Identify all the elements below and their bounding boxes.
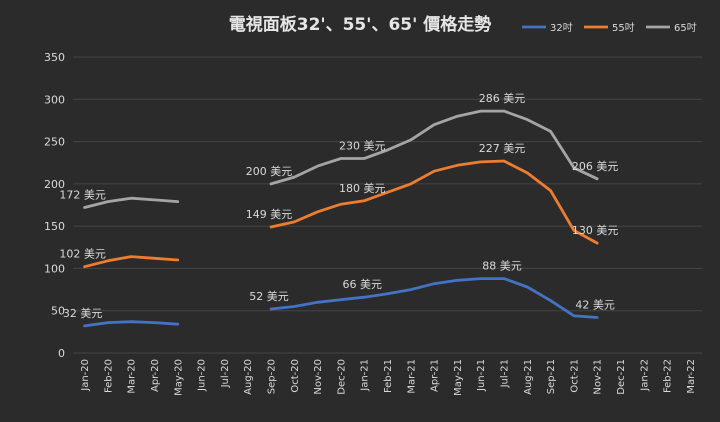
x-tick-label: May-21 (453, 359, 464, 396)
legend-label: 55吋 (612, 22, 635, 34)
y-tick-label: 0 (58, 347, 65, 360)
x-tick-label: Feb-20 (103, 359, 114, 393)
legend-label: 32吋 (550, 22, 573, 34)
x-tick-label: Jul-21 (499, 359, 510, 388)
y-tick-label: 300 (44, 93, 65, 106)
y-tick-label: 350 (44, 51, 65, 64)
x-tick-label: Oct-20 (290, 359, 301, 393)
x-tick-label: Oct-21 (569, 359, 580, 393)
x-tick-label: Dec-20 (336, 359, 347, 395)
x-tick-label: Apr-20 (150, 359, 161, 392)
x-tick-label: Jun-21 (476, 359, 487, 392)
x-tick-label: Sep-20 (267, 359, 278, 394)
legend: 32吋 55吋 65吋 (522, 22, 697, 34)
y-tick-label: 50 (51, 305, 65, 318)
data-label: 52 美元 (249, 290, 289, 303)
x-tick-label: Mar-20 (127, 359, 138, 394)
x-tick-label: May-20 (173, 359, 184, 396)
data-label: 102 美元 (59, 248, 106, 261)
y-tick-label: 200 (44, 178, 65, 191)
data-label: 286 美元 (479, 92, 526, 105)
series-lines (83, 109, 599, 328)
series-line-1 (83, 255, 180, 269)
x-tick-label: Nov-21 (593, 359, 604, 395)
x-tick-label: Jun-20 (197, 359, 208, 392)
y-tick-label: 250 (44, 136, 65, 149)
data-label: 180 美元 (339, 182, 386, 195)
series-line-0 (83, 320, 180, 328)
data-label: 172 美元 (59, 189, 106, 202)
data-label: 130 美元 (572, 224, 619, 237)
x-tick-label: Apr-21 (430, 359, 441, 392)
x-tick-label: Jan-21 (360, 359, 371, 392)
data-label: 42 美元 (575, 298, 615, 311)
y-tick-label: 100 (44, 262, 65, 275)
data-label: 66 美元 (342, 278, 382, 291)
series-line-2 (269, 109, 599, 186)
series-line-2 (83, 196, 180, 209)
series-line-1 (269, 159, 599, 245)
x-tick-label: Feb-21 (383, 359, 394, 393)
x-tick-label: Feb-22 (663, 359, 674, 393)
x-tick-label: Mar-22 (686, 359, 697, 394)
data-label: 206 美元 (572, 160, 619, 173)
data-label: 227 美元 (479, 142, 526, 155)
x-tick-label: Aug-20 (243, 359, 254, 395)
series-line-0 (269, 277, 599, 319)
x-tick-label: Jul-20 (220, 359, 231, 388)
y-axis: 0 50 100 150 200 250 300 350 (44, 51, 65, 360)
chart-title: 電視面板32'、55'、65' 價格走勢 (229, 14, 492, 35)
data-label: 32 美元 (63, 307, 103, 320)
x-axis: Jan-20 Feb-20 Mar-20 Apr-20 May-20 Jun-20 Jul-… (80, 359, 697, 396)
data-label: 149 美元 (246, 208, 293, 221)
data-label: 88 美元 (482, 260, 522, 273)
y-tick-label: 150 (44, 220, 65, 233)
x-tick-label: Jan-20 (80, 359, 91, 392)
data-labels: 32 美元 52 美元 66 美元 88 美元 42 美元 102 美元 149 美元 180… (59, 92, 618, 320)
x-tick-label: Aug-21 (523, 359, 534, 395)
x-tick-label: Dec-21 (616, 359, 627, 395)
x-tick-label: Mar-21 (406, 359, 417, 394)
x-tick-label: Sep-21 (546, 359, 557, 394)
data-label: 230 美元 (339, 139, 386, 152)
data-label: 200 美元 (246, 165, 293, 178)
legend-label: 65吋 (674, 22, 697, 34)
x-tick-label: Jan-22 (639, 359, 650, 392)
x-tick-label: Nov-20 (313, 359, 324, 395)
gridlines (73, 56, 702, 354)
